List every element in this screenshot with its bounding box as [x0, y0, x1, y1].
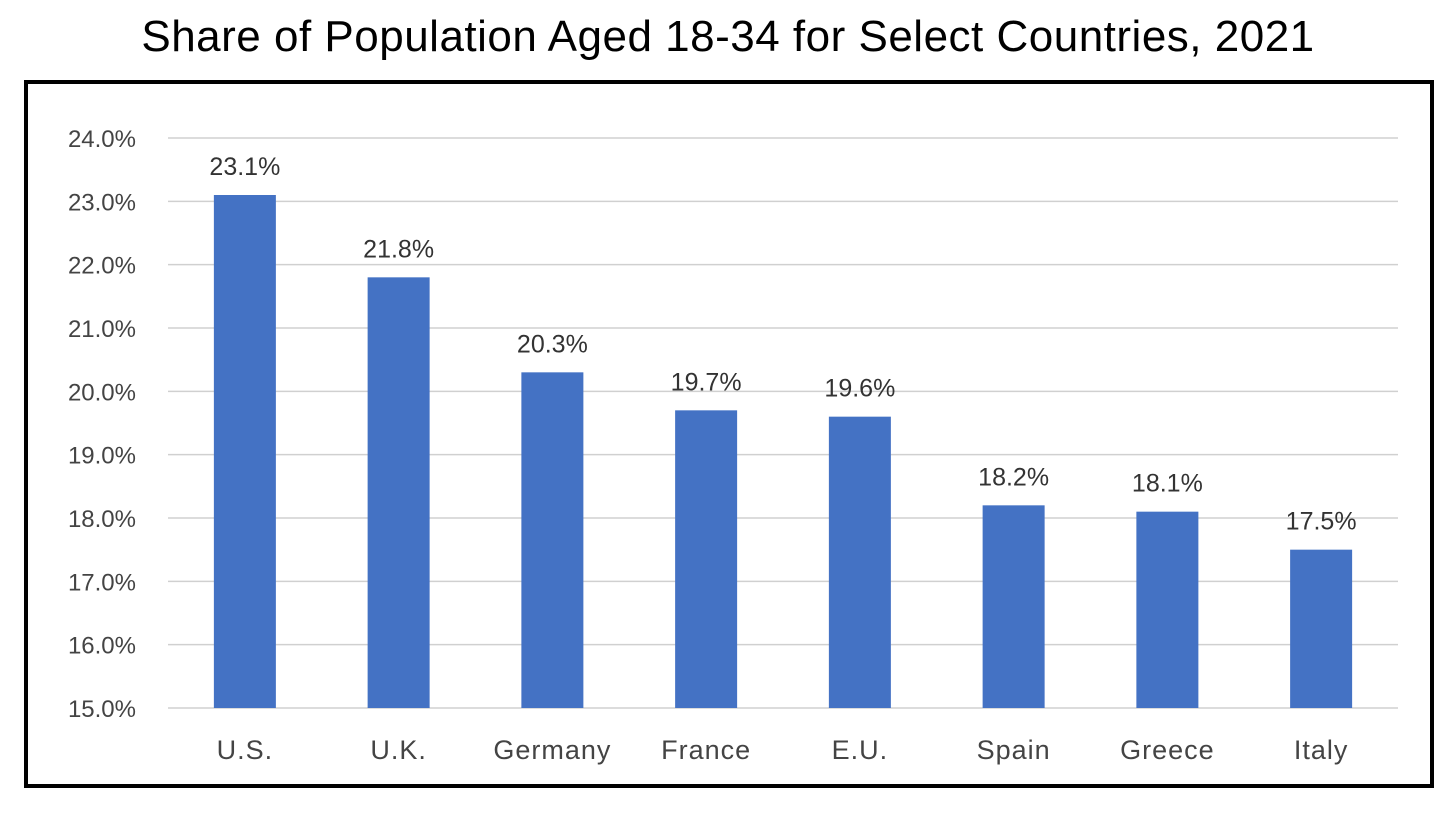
- gridlines: [168, 137, 1398, 709]
- y-tick-label: 18.0%: [68, 506, 136, 533]
- bar-italy: [1290, 549, 1353, 708]
- y-tick-label: 20.0%: [68, 379, 136, 406]
- data-label: 19.6%: [824, 375, 895, 403]
- y-tick-label: 15.0%: [68, 696, 136, 723]
- x-tick-label: Germany: [493, 735, 611, 765]
- y-tick-label: 24.0%: [68, 126, 136, 153]
- data-label: 23.1%: [209, 153, 280, 181]
- bar-spain: [982, 505, 1045, 708]
- y-tick-label: 16.0%: [68, 633, 136, 660]
- y-tick-label: 17.0%: [68, 569, 136, 596]
- y-axis-ticks: 15.0% 16.0% 17.0% 18.0% 19.0% 20.0% 21.0% 22.0%…: [68, 126, 136, 723]
- y-tick-label: 22.0%: [68, 253, 136, 280]
- y-tick-label: 21.0%: [68, 316, 136, 343]
- bar-france: [675, 410, 738, 708]
- y-tick-label: 19.0%: [68, 443, 136, 470]
- bar-greece: [1136, 511, 1199, 708]
- data-labels: 23.1% 21.8% 20.3% 19.7% 19.6% 18.2% 18.1% 17.5%: [209, 153, 1356, 536]
- data-label: 19.7%: [671, 368, 742, 396]
- bar-u-k: [367, 277, 430, 708]
- y-tick-label: 23.0%: [68, 189, 136, 216]
- x-tick-label: France: [661, 735, 751, 765]
- x-tick-label: Greece: [1120, 735, 1215, 765]
- x-tick-label: Italy: [1294, 735, 1349, 765]
- chart-title: Share of Population Aged 18-34 for Selec…: [141, 12, 1315, 61]
- data-label: 21.8%: [363, 235, 434, 263]
- x-tick-label: E.U.: [832, 735, 889, 765]
- x-axis-ticks: U.S. U.K. Germany France E.U. Spain Greece Ital…: [217, 735, 1349, 765]
- bar-germany: [521, 372, 584, 708]
- x-tick-label: Spain: [977, 735, 1051, 765]
- data-label: 18.1%: [1132, 470, 1203, 498]
- x-tick-label: U.S.: [217, 735, 274, 765]
- data-label: 20.3%: [517, 330, 588, 358]
- bar-u-s: [213, 195, 276, 708]
- data-label: 17.5%: [1286, 508, 1357, 536]
- data-label: 18.2%: [978, 463, 1049, 491]
- bars: [213, 195, 1353, 708]
- bar-e-u: [828, 416, 891, 708]
- x-tick-label: U.K.: [370, 735, 427, 765]
